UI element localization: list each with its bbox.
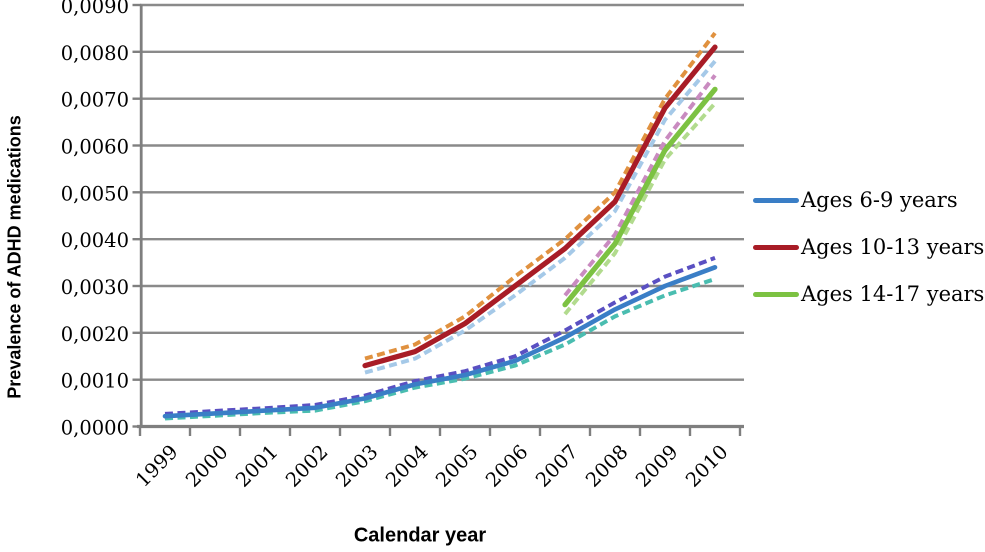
x-tick-label: 1999: [131, 440, 182, 491]
x-tick-label: 2000: [181, 440, 232, 491]
y-tick-labels: 0,0000 0,0010 0,0020 0,0030 0,0040 0,0050 0,00…: [61, 0, 129, 440]
legend-item-ages-6-9: Ages 6-9 years: [753, 187, 984, 213]
legend-line-swatch-ages-6-9: [753, 197, 799, 203]
series-line-ages-10-13: [362, 44, 718, 369]
series-line-ages-14-17-upper-ci: [563, 74, 717, 297]
series-line-ages-6-9: [162, 264, 718, 419]
y-tick-label: 0,0050: [61, 182, 129, 205]
x-tick-label: 2004: [381, 440, 432, 491]
legend: Ages 6-9 years Ages 10-13 years Ages 14-…: [753, 187, 984, 307]
x-tick-label: 2006: [481, 440, 532, 491]
y-tick-label: 0,0010: [61, 370, 129, 393]
y-tick-label: 0,0020: [61, 323, 129, 346]
legend-line-swatch-ages-14-17: [753, 291, 799, 297]
y-tick-label: 0,0000: [61, 417, 129, 440]
x-tick-label: 2008: [581, 440, 632, 491]
legend-item-ages-10-13: Ages 10-13 years: [753, 234, 984, 260]
y-tick-label: 0,0040: [61, 229, 129, 252]
x-tick-label: 2003: [331, 440, 382, 491]
series-lines: [162, 31, 718, 421]
y-tick-label: 0,0070: [61, 89, 129, 112]
series-line-ages-14-17: [562, 86, 718, 308]
y-tick-label: 0,0030: [61, 276, 129, 299]
series-line-ages-6-9-upper-ci: [164, 256, 716, 416]
y-tick-label: 0,0090: [61, 0, 129, 18]
x-tick-label: 2009: [631, 440, 682, 491]
x-tick-label: 2001: [231, 440, 282, 491]
legend-label: Ages 14-17 years: [801, 282, 985, 306]
legend-item-ages-14-17: Ages 14-17 years: [753, 281, 984, 307]
x-tick-label: 2007: [531, 440, 582, 491]
axes-and-ticks: [132, 3, 744, 436]
x-tick-label: 2005: [431, 440, 482, 491]
y-tick-label: 0,0080: [61, 42, 129, 65]
legend-line-swatch-ages-10-13: [753, 244, 799, 250]
x-tick-labels: 1999200020012002200320042005200620072008…: [131, 440, 732, 491]
series-line-ages-10-13-upper-ci: [364, 31, 717, 361]
y-axis-title: Prevalence of ADHD medications: [4, 115, 25, 399]
legend-label: Ages 10-13 years: [801, 235, 985, 259]
series-line-ages-10-13-lower-ci: [364, 59, 717, 375]
gridlines: [140, 3, 744, 381]
x-tick-label: 2002: [281, 440, 332, 491]
series-line-ages-14-17-lower-ci: [563, 101, 717, 316]
y-tick-label: 0,0060: [61, 136, 129, 159]
legend-label: Ages 6-9 years: [801, 188, 958, 212]
x-axis-title: Calendar year: [353, 524, 487, 547]
x-tick-label: 2010: [681, 440, 732, 491]
